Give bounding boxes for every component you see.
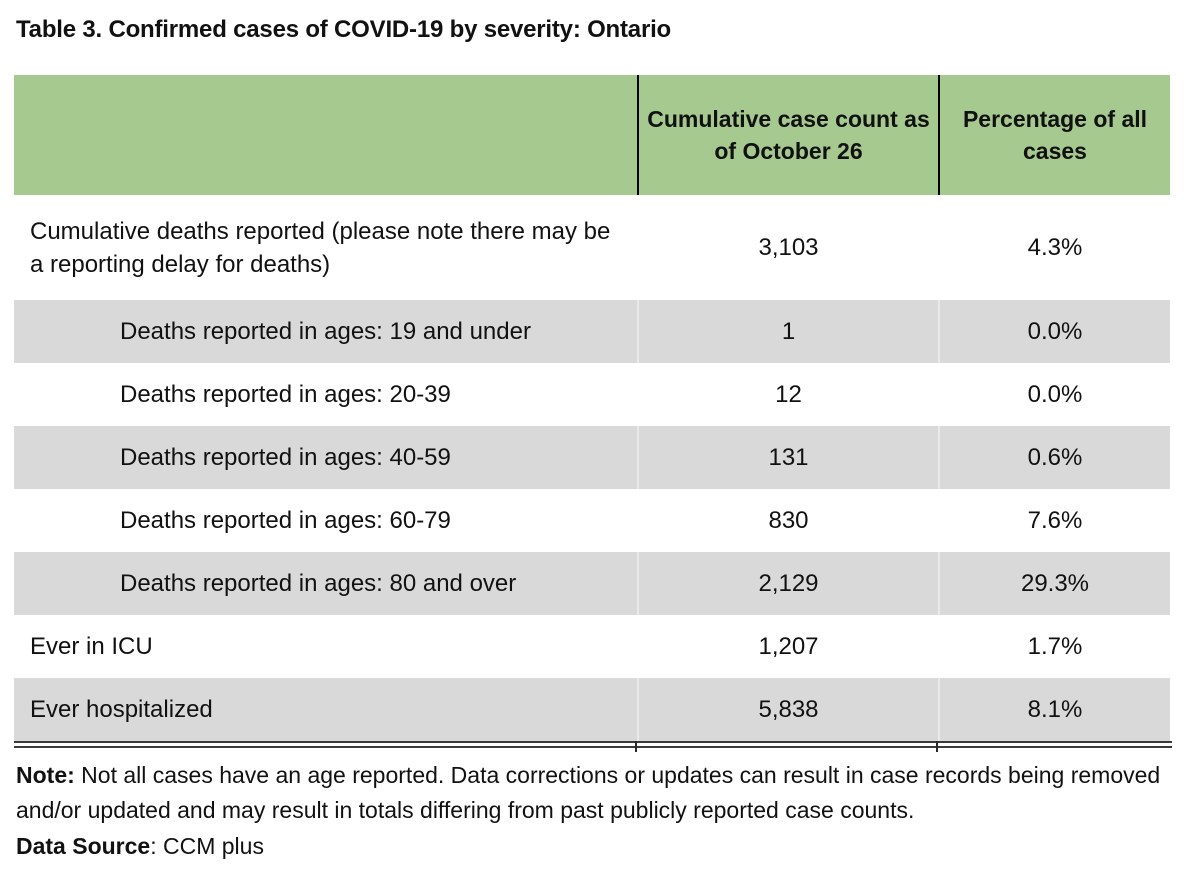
row-label: Deaths reported in ages: 60-79 — [120, 507, 451, 534]
data-source-label: Data Source — [16, 833, 151, 859]
note-paragraph: Note: Not all cases have an age reported… — [16, 758, 1196, 828]
table-bottom-border — [14, 741, 1172, 752]
count-value: 1 — [637, 300, 938, 363]
table-row: Cumulative deaths reported (please note … — [14, 195, 1170, 300]
note-label: Note: — [16, 762, 75, 788]
count-value: 2,129 — [637, 552, 938, 615]
table-row: Deaths reported in ages: 19 and under 1 … — [14, 300, 1170, 363]
table-row: Ever hospitalized 5,838 8.1% — [14, 678, 1170, 741]
count-value: 131 — [637, 426, 938, 489]
table-row: Deaths reported in ages: 20-39 12 0.0% — [14, 363, 1170, 426]
count-value: 1,207 — [758, 632, 819, 660]
table-row: Ever in ICU 1,207 1.7% — [14, 615, 1170, 678]
row-label: Deaths reported in ages: 19 and under — [120, 318, 531, 345]
pct-value: 0.0% — [1027, 380, 1083, 408]
page-title: Table 3. Confirmed cases of COVID-19 by … — [16, 16, 672, 43]
count-value: 3,103 — [758, 233, 819, 261]
count-value: 12 — [775, 380, 802, 408]
header-count-cell: Cumulative case count as of October 26 — [637, 75, 938, 195]
table-row: Deaths reported in ages: 80 and over 2,1… — [14, 552, 1170, 615]
pct-value: 4.3% — [1027, 233, 1083, 261]
pct-value: 29.3% — [938, 552, 1170, 615]
row-label: Ever in ICU — [30, 633, 153, 660]
data-table: Cumulative case count as of October 26 P… — [14, 75, 1172, 752]
note-text: Not all cases have an age reported. Data… — [16, 762, 1161, 823]
row-label: Cumulative deaths reported (please note … — [30, 217, 611, 278]
row-label: Deaths reported in ages: 40-59 — [120, 444, 451, 471]
count-value: 830 — [768, 506, 809, 534]
pct-value: 0.0% — [938, 300, 1170, 363]
column-tick-left — [635, 741, 637, 752]
table-header-row: Cumulative case count as of October 26 P… — [14, 75, 1170, 195]
table-row: Deaths reported in ages: 40-59 131 0.6% — [14, 426, 1170, 489]
table-row: Deaths reported in ages: 60-79 830 7.6% — [14, 489, 1170, 552]
row-label: Deaths reported in ages: 80 and over — [120, 570, 517, 597]
pct-value: 1.7% — [1027, 632, 1083, 660]
header-pct-cell: Percentage of all cases — [938, 75, 1170, 195]
row-label: Ever hospitalized — [30, 696, 213, 723]
header-empty-cell — [14, 75, 637, 195]
count-value: 5,838 — [637, 678, 938, 741]
column-tick-right — [936, 741, 938, 752]
data-source-value: : CCM plus — [150, 833, 264, 859]
row-label: Deaths reported in ages: 20-39 — [120, 381, 451, 408]
pct-value: 8.1% — [938, 678, 1170, 741]
pct-value: 0.6% — [938, 426, 1170, 489]
pct-value: 7.6% — [1027, 506, 1083, 534]
data-source-line: Data Source: CCM plus — [16, 833, 264, 860]
